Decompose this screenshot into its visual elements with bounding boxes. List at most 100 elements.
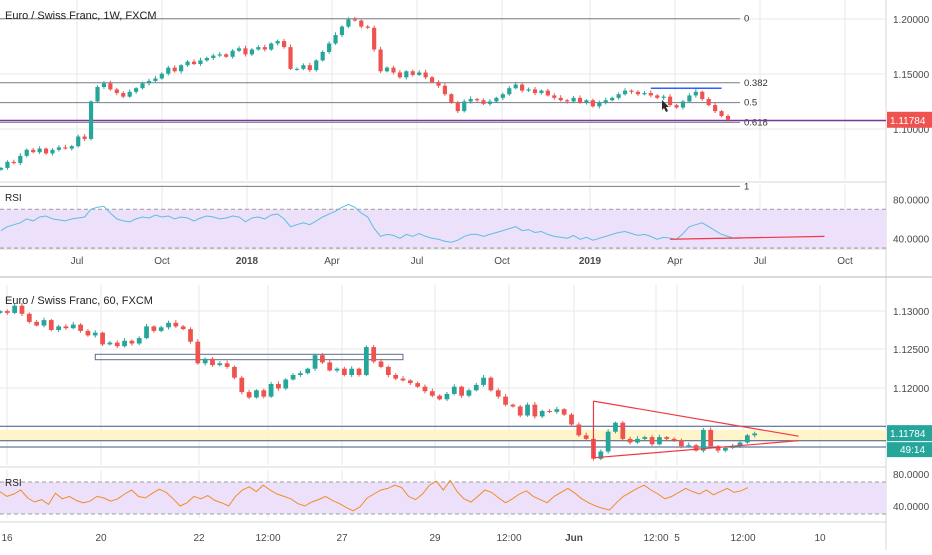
candle-body[interactable]	[598, 451, 604, 459]
candle-body[interactable]	[547, 411, 552, 412]
candle-body[interactable]	[680, 101, 686, 108]
candle-body[interactable]	[63, 326, 69, 329]
candle-body[interactable]	[577, 97, 583, 103]
candle-body[interactable]	[269, 43, 274, 50]
candle-body[interactable]	[334, 368, 340, 371]
candle-body[interactable]	[185, 61, 190, 66]
candle-body[interactable]	[327, 43, 332, 52]
candle-body[interactable]	[462, 101, 467, 112]
candle-body[interactable]	[610, 97, 615, 101]
candle-body[interactable]	[404, 71, 409, 78]
candle-body[interactable]	[597, 102, 602, 107]
candle-body[interactable]	[655, 95, 660, 98]
candle-body[interactable]	[100, 332, 105, 345]
candle-body[interactable]	[122, 340, 127, 347]
candle-body[interactable]	[281, 41, 287, 48]
candle-body[interactable]	[114, 342, 120, 347]
candle-body[interactable]	[584, 100, 589, 103]
candle-body[interactable]	[722, 447, 728, 451]
candle-body[interactable]	[671, 438, 677, 441]
candle-body[interactable]	[24, 149, 29, 156]
candle-body[interactable]	[95, 86, 100, 102]
candle-body[interactable]	[307, 65, 312, 71]
candle-body[interactable]	[451, 386, 457, 394]
candle-body[interactable]	[294, 68, 300, 70]
candle-body[interactable]	[166, 67, 171, 74]
candle-body[interactable]	[510, 404, 516, 407]
candle-body[interactable]	[554, 409, 560, 412]
candle-body[interactable]	[48, 320, 54, 330]
candle-body[interactable]	[92, 332, 98, 336]
candle-body[interactable]	[136, 338, 142, 344]
candle-body[interactable]	[158, 327, 164, 331]
candle-body[interactable]	[526, 89, 531, 91]
candle-body[interactable]	[378, 49, 383, 72]
candle-body[interactable]	[613, 422, 618, 432]
candle-body[interactable]	[635, 91, 641, 95]
candle-body[interactable]	[256, 47, 261, 50]
candle-body[interactable]	[151, 326, 157, 331]
candle-body[interactable]	[56, 326, 61, 330]
candle-body[interactable]	[202, 358, 208, 364]
candle-body[interactable]	[261, 390, 267, 397]
candle-body[interactable]	[34, 321, 40, 326]
candle-body[interactable]	[730, 446, 736, 448]
candle-body[interactable]	[101, 83, 107, 87]
candle-body[interactable]	[232, 366, 237, 378]
support-zone[interactable]	[0, 429, 886, 441]
candle-body[interactable]	[642, 93, 647, 95]
candle-body[interactable]	[85, 330, 91, 336]
candle-body[interactable]	[239, 377, 245, 393]
candle-body[interactable]	[500, 94, 505, 98]
candle-body[interactable]	[107, 342, 113, 345]
candle-body[interactable]	[687, 95, 692, 102]
candle-body[interactable]	[18, 155, 23, 164]
candle-body[interactable]	[198, 60, 203, 65]
candle-body[interactable]	[144, 326, 149, 339]
candle-body[interactable]	[346, 19, 351, 27]
candle-body[interactable]	[172, 67, 177, 72]
candle-body[interactable]	[415, 383, 421, 387]
candle-body[interactable]	[180, 326, 186, 330]
candle-body[interactable]	[616, 94, 621, 98]
candle-body[interactable]	[268, 384, 274, 397]
candle-body[interactable]	[63, 147, 68, 149]
candle-body[interactable]	[437, 395, 442, 400]
candle-body[interactable]	[495, 390, 501, 397]
candle-body[interactable]	[657, 437, 662, 445]
candle-body[interactable]	[371, 347, 377, 362]
candle-body[interactable]	[246, 392, 252, 398]
candle-body[interactable]	[417, 72, 422, 75]
candle-body[interactable]	[179, 65, 184, 72]
candle-body[interactable]	[249, 49, 255, 55]
candle-body[interactable]	[752, 433, 758, 436]
candle-body[interactable]	[627, 438, 633, 443]
candle-body[interactable]	[327, 362, 333, 371]
candle-body[interactable]	[642, 437, 648, 439]
candle-body[interactable]	[444, 393, 450, 400]
rsi-trendline[interactable]	[670, 235, 825, 240]
candle-body[interactable]	[558, 97, 563, 101]
candle-body[interactable]	[410, 71, 415, 75]
candle-body[interactable]	[254, 390, 259, 398]
candle-body[interactable]	[532, 404, 538, 417]
candle-body[interactable]	[466, 390, 472, 396]
candle-body[interactable]	[166, 322, 171, 328]
candle-body[interactable]	[365, 26, 370, 28]
candle-body[interactable]	[674, 105, 679, 108]
candle-body[interactable]	[43, 148, 49, 154]
candle-body[interactable]	[372, 27, 377, 50]
candle-body[interactable]	[576, 424, 582, 436]
candle-body[interactable]	[571, 97, 576, 102]
candle-body[interactable]	[211, 55, 216, 58]
candle-body[interactable]	[603, 100, 608, 103]
candle-body[interactable]	[50, 149, 55, 154]
candle-body[interactable]	[507, 88, 512, 95]
triangle-upper-line[interactable]	[593, 400, 799, 437]
candle-body[interactable]	[305, 368, 311, 374]
candle-body[interactable]	[230, 50, 235, 57]
candle-body[interactable]	[664, 437, 670, 439]
candle-body[interactable]	[359, 20, 364, 27]
candle-body[interactable]	[513, 84, 518, 89]
